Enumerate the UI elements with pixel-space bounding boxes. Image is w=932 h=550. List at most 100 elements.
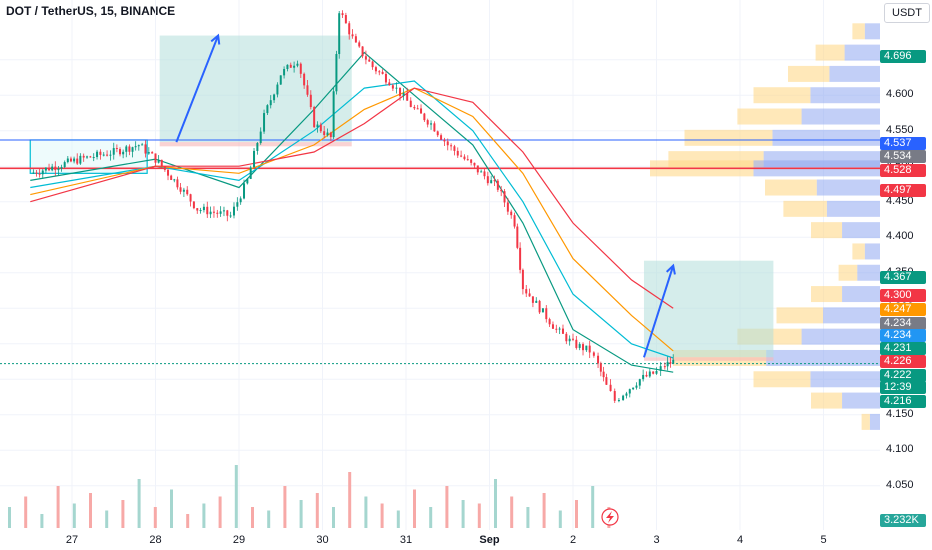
volume-bar-19 (315, 493, 319, 528)
lightning-icon[interactable] (601, 508, 619, 526)
profile-down-3 (753, 87, 811, 104)
candle-167 (582, 344, 585, 351)
price-tag-7: 4.247 (880, 303, 926, 316)
candle-131 (463, 156, 466, 160)
candle-137 (483, 171, 486, 177)
candle-63 (236, 202, 239, 207)
candle-157 (548, 319, 551, 325)
time-label-5: Sep (479, 534, 500, 546)
volume-bar-3 (56, 486, 60, 528)
candle-118 (420, 108, 423, 114)
price-tag-11: 4.226 (880, 355, 926, 368)
currency-button[interactable]: USDT (884, 3, 930, 23)
candle-4 (44, 167, 47, 171)
candle-26 (115, 148, 118, 150)
candle-115 (409, 100, 412, 107)
candle-28 (122, 151, 125, 155)
candle-47 (182, 189, 185, 192)
price-tag-9: 4.234 (880, 329, 926, 342)
candle-77 (283, 69, 286, 76)
target-zone-1 (643, 260, 774, 358)
price-tag-8: 4.234 (880, 317, 926, 330)
volume-bar-25 (413, 489, 416, 528)
candle-20 (96, 151, 99, 158)
candle-0 (32, 172, 35, 174)
candle-193 (672, 359, 675, 364)
candle-180 (628, 389, 631, 394)
candle-102 (364, 56, 367, 60)
volume-bar-7 (121, 500, 125, 528)
price-tag-3: 4.528 (880, 164, 926, 177)
arrow-head-0 (210, 33, 221, 45)
candle-87 (316, 124, 319, 128)
price-chart[interactable] (0, 0, 880, 530)
volume-bar-16 (267, 510, 271, 528)
candle-130 (460, 155, 463, 157)
volume-profile (650, 23, 880, 430)
profile-down-19 (861, 413, 870, 430)
trend-arrows[interactable] (175, 33, 676, 358)
candle-62 (232, 206, 235, 216)
candle-136 (480, 171, 483, 173)
candle-166 (578, 344, 581, 348)
candle-139 (490, 180, 493, 184)
volume-bar-2 (40, 514, 44, 528)
candle-144 (506, 202, 509, 212)
candle-145 (510, 211, 513, 216)
candle-19 (92, 157, 95, 159)
candle-119 (423, 113, 426, 121)
candle-50 (192, 201, 195, 209)
price-tag-6: 4.300 (880, 289, 926, 302)
candle-143 (503, 191, 506, 203)
volume-bar-23 (380, 503, 384, 528)
candle-100 (358, 42, 361, 47)
candle-76 (279, 75, 282, 85)
volume-bar-17 (283, 486, 287, 528)
profile-up-15 (801, 328, 880, 345)
profile-up-2 (829, 65, 880, 82)
candle-117 (416, 108, 419, 110)
candle-12 (69, 158, 72, 162)
price-tag-5: 4.367 (880, 271, 926, 284)
volume-bar-26 (429, 507, 433, 528)
volume-bar-15 (251, 507, 254, 528)
candle-172 (599, 363, 602, 372)
candle-9 (60, 167, 63, 169)
candle-64 (239, 198, 242, 203)
candle-55 (209, 211, 212, 215)
candle-83 (303, 73, 306, 86)
candle-185 (645, 374, 648, 377)
time-label-0: 27 (65, 534, 79, 546)
candle-134 (473, 162, 476, 166)
position-boxes[interactable] (29, 35, 774, 361)
candle-174 (605, 377, 608, 385)
price-label-5: 4.400 (886, 230, 914, 243)
candle-10 (63, 162, 66, 168)
volume-bar-14 (234, 465, 238, 528)
moving-averages (30, 51, 674, 373)
volume-bar-31 (510, 496, 514, 528)
candle-116 (413, 106, 416, 109)
candle-191 (666, 361, 669, 367)
candle-43 (170, 175, 173, 180)
candle-147 (516, 226, 519, 248)
candle-3 (41, 170, 44, 175)
profile-down-9 (783, 200, 827, 217)
candle-33 (137, 145, 140, 147)
volume-bar-27 (445, 486, 449, 528)
candle-189 (659, 366, 662, 372)
price-axis[interactable] (880, 0, 932, 530)
candle-138 (486, 176, 489, 184)
candle-17 (86, 156, 89, 158)
candle-74 (273, 94, 276, 101)
candle-73 (269, 100, 272, 106)
candle-6 (51, 166, 54, 171)
profile-up-0 (864, 23, 880, 40)
candle-184 (642, 374, 645, 380)
volume-bar-22 (364, 496, 368, 528)
profile-down-17 (753, 371, 811, 388)
candle-37 (151, 152, 154, 154)
candle-177 (617, 400, 620, 402)
candle-15 (79, 155, 82, 164)
volume-bar-4 (72, 503, 76, 528)
